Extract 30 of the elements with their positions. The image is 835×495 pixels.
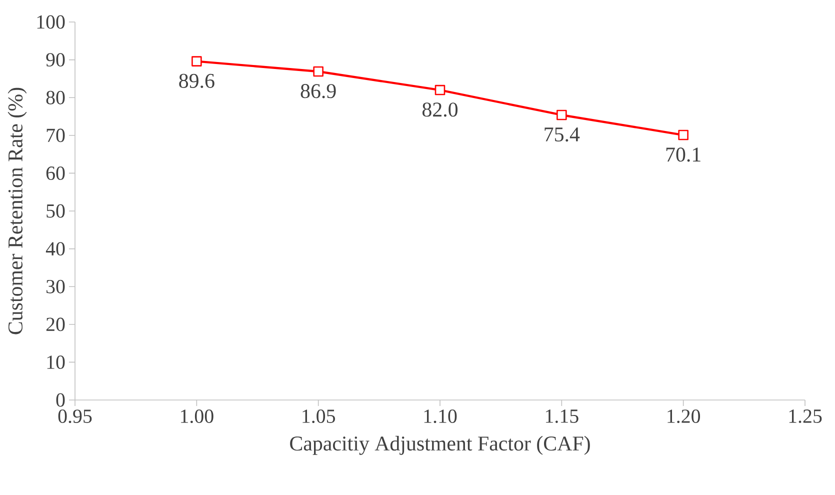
x-tick-label: 0.95 bbox=[58, 410, 92, 424]
data-label: 82.0 bbox=[422, 102, 458, 117]
point bbox=[313, 66, 324, 77]
y-tick-label: 50 bbox=[46, 204, 65, 218]
y-axis-title: Customer Retention Rate (%) bbox=[8, 88, 27, 334]
y-tick-label: 0 bbox=[56, 393, 65, 407]
x-tick-label: 1.15 bbox=[546, 410, 578, 423]
y-tick-label: 10 bbox=[47, 355, 65, 369]
x-tick-label: 1.10 bbox=[424, 410, 457, 424]
point bbox=[678, 130, 688, 140]
point bbox=[192, 56, 202, 66]
y-tick-label: 20 bbox=[46, 318, 65, 332]
y-tick-label: 100 bbox=[37, 15, 65, 29]
x-tick-label: 1.00 bbox=[180, 410, 214, 424]
y-tick-label: 60 bbox=[46, 166, 65, 180]
point bbox=[434, 84, 446, 96]
data-label: 70.1 bbox=[666, 148, 700, 162]
x-tick-label: 1.20 bbox=[668, 410, 700, 424]
x-axis-title: Capacitiy Adjustment Factor (CAF) bbox=[290, 436, 590, 455]
y-tick-label: 70 bbox=[46, 128, 65, 142]
x-tick-label: 1.25 bbox=[789, 410, 822, 423]
data-label: 89.6 bbox=[179, 74, 214, 88]
y-tick-label: 80 bbox=[46, 90, 65, 104]
y-tick-label: 30 bbox=[46, 280, 65, 294]
point bbox=[556, 110, 567, 120]
data-label: 75.4 bbox=[544, 128, 580, 142]
y-tick-label: 40 bbox=[46, 242, 65, 256]
data-label: 86.9 bbox=[300, 84, 336, 98]
x-tick-label: 1.05 bbox=[302, 410, 335, 424]
y-tick-label: 90 bbox=[46, 53, 65, 67]
